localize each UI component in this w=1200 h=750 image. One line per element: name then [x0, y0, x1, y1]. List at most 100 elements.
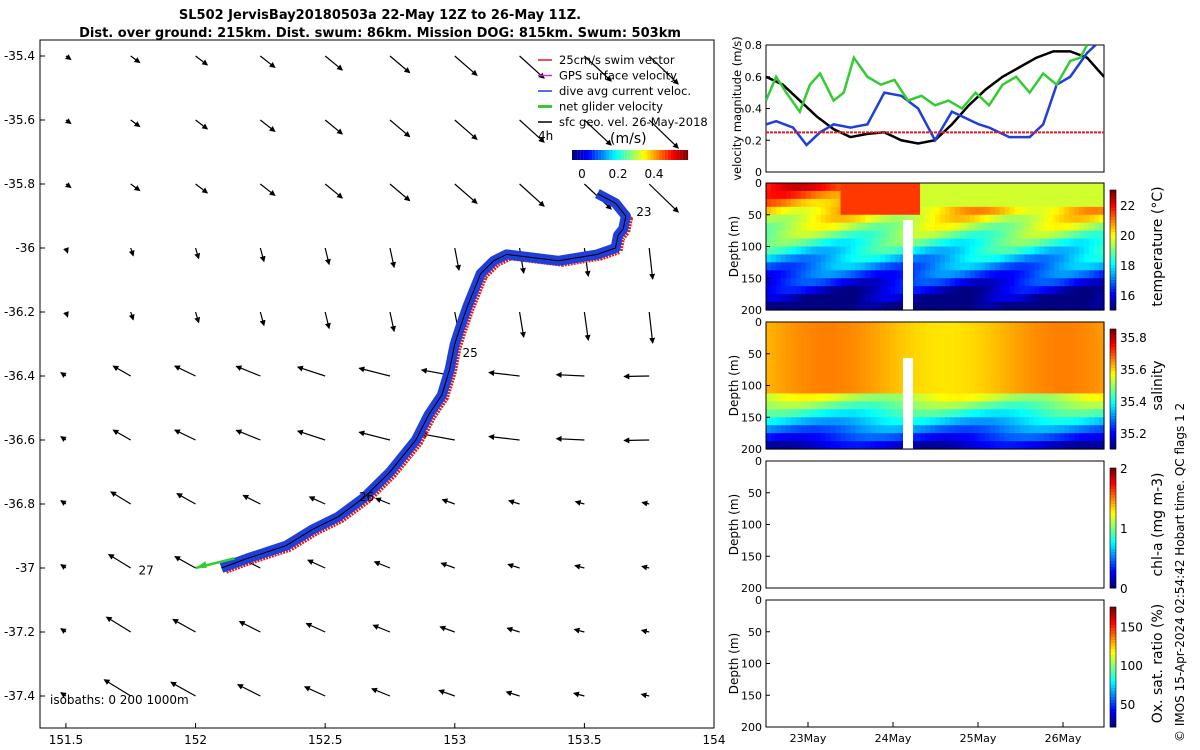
section-cell: [830, 294, 837, 303]
section-cell: [969, 385, 976, 395]
section-cell: [999, 270, 1006, 279]
section-cell: [1069, 401, 1075, 410]
section-cell: [825, 353, 832, 363]
section-colorbar-tick-label: 20: [1120, 229, 1135, 243]
section-cell: [1004, 441, 1011, 450]
section-cell: [825, 294, 832, 303]
section-cell: [880, 441, 886, 450]
section-cell: [959, 278, 966, 287]
section-cell: [790, 230, 797, 240]
section-cell: [780, 254, 787, 263]
section-colorbar-cell: [1110, 525, 1116, 529]
section-cell: [1039, 393, 1045, 402]
section-cell: [840, 345, 847, 355]
section-cell: [999, 361, 1006, 371]
section-cell: [949, 401, 956, 410]
section-cell: [885, 294, 891, 303]
section-cell: [930, 222, 936, 232]
section-cell: [805, 329, 812, 339]
section-cell: [880, 190, 886, 200]
geostrophic-velocity-arrow: [130, 119, 141, 128]
section-cell: [890, 222, 896, 232]
section-cell: [1099, 286, 1105, 295]
section-cell: [964, 294, 971, 303]
section-cell: [1019, 286, 1026, 295]
section-cell: [1019, 206, 1026, 216]
section-cell: [1014, 322, 1021, 331]
section-cell: [790, 361, 797, 371]
map-y-tick-label: -37: [15, 561, 35, 575]
track-day-label: 23: [636, 205, 651, 219]
section-cell: [944, 206, 951, 216]
section-cell: [1034, 401, 1040, 410]
section-colorbar-cell: [1110, 280, 1116, 284]
section-colorbar-cell: [1110, 407, 1116, 411]
section-cell: [845, 425, 852, 434]
section-cell: [994, 294, 1001, 303]
section-cell: [1004, 198, 1011, 208]
section-cell: [1004, 254, 1011, 263]
section-cell: [1064, 337, 1070, 347]
section-cell: [835, 238, 842, 248]
section-cell: [805, 286, 812, 295]
section-cell: [885, 254, 891, 263]
section-cell: [825, 286, 832, 295]
section-cell: [795, 433, 802, 442]
section-cell: [969, 254, 976, 263]
section-cell: [1054, 286, 1060, 295]
section-cell: [820, 329, 827, 339]
section-cell: [1059, 417, 1065, 426]
section-cell: [999, 286, 1006, 295]
section-cell: [890, 262, 896, 271]
section-cell: [1029, 433, 1036, 442]
section-colorbar-cell: [1110, 637, 1116, 641]
section-cell: [979, 278, 986, 287]
section-colorbar-cell: [1110, 446, 1116, 450]
section-cell: [830, 393, 837, 402]
section-cell: [800, 361, 807, 371]
section-cell: [835, 294, 842, 303]
section-cell: [939, 270, 946, 279]
section-cell: [979, 230, 986, 240]
section-cell: [1029, 222, 1036, 232]
section-cell: [785, 270, 792, 279]
section-cell: [850, 353, 857, 363]
section-cell: [845, 294, 852, 303]
section-cell: [1024, 401, 1031, 410]
section-cell: [820, 385, 827, 395]
section-cell: [775, 254, 782, 263]
section-cell: [850, 377, 857, 387]
depth-tick-label: 150: [741, 272, 762, 285]
section-cell: [1084, 262, 1090, 271]
section-cell: [790, 286, 797, 295]
section-cell: [770, 262, 777, 271]
section-cell: [770, 230, 777, 240]
section-cell: [900, 353, 906, 363]
geostrophic-velocity-arrow: [324, 183, 344, 199]
section-cell: [875, 337, 881, 347]
section-cell: [895, 369, 901, 379]
section-cell: [1069, 206, 1075, 216]
section-cell: [1059, 302, 1065, 311]
section-cell: [810, 433, 817, 442]
section-cell: [964, 433, 971, 442]
section-cell: [994, 417, 1001, 426]
section-cell: [1029, 393, 1036, 402]
section-colorbar-cell: [1110, 253, 1116, 257]
colorbar-cell: [624, 150, 628, 160]
section-cell: [810, 183, 817, 192]
section-cell: [890, 425, 896, 434]
section-cell: [1064, 278, 1070, 287]
section-cell: [1044, 238, 1050, 248]
section-cell: [989, 294, 996, 303]
section-cell: [969, 322, 976, 331]
section-cell: [900, 278, 906, 287]
geostrophic-velocity-arrow: [174, 556, 196, 569]
section-cell: [815, 270, 822, 279]
geostrophic-velocity-arrow: [519, 183, 545, 207]
section-cell: [785, 246, 792, 256]
section-cell: [1054, 385, 1060, 395]
section-cell: [979, 417, 986, 426]
geostrophic-velocity-arrow: [130, 55, 141, 64]
section-cell: [1099, 183, 1105, 192]
